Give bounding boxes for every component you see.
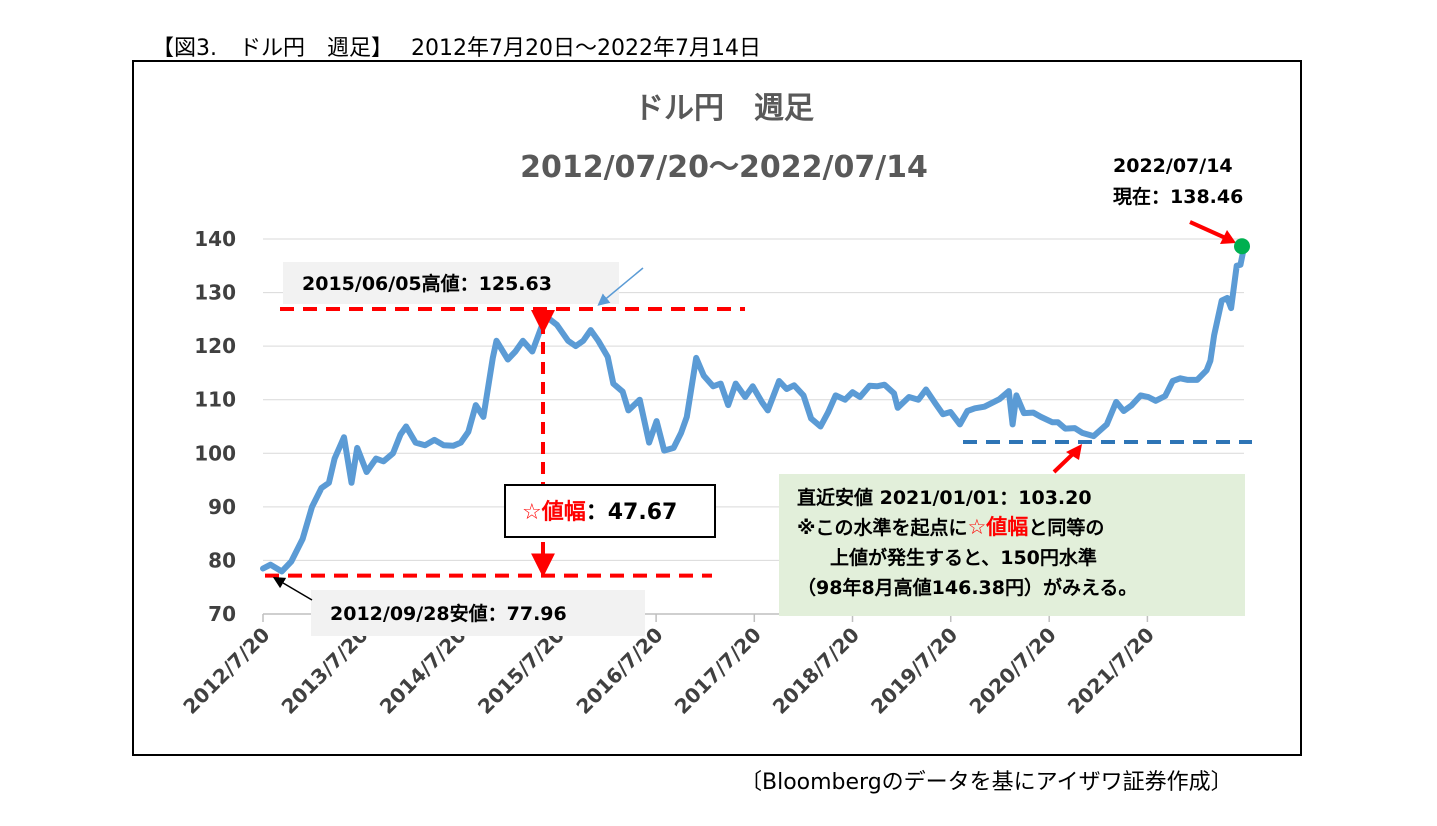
note-line-3: 上値が発生すると、150円水準	[830, 546, 1097, 569]
current-pointer-arrow	[1189, 220, 1231, 242]
x-tick-label: 2019/7/20	[866, 623, 962, 719]
figure-caption: 【図3. ドル円 週足】 2012年7月20日～2022年7月14日	[152, 36, 761, 61]
current-pointer-head	[1220, 230, 1236, 244]
note-line-1: 直近安値 2021/01/01：103.20	[797, 486, 1092, 509]
low-label-box	[311, 590, 645, 636]
x-tick-label: 2016/7/20	[571, 623, 667, 719]
range-label-box	[504, 484, 716, 538]
low-pointer-arrow	[272, 576, 313, 601]
x-tick-label: 2020/7/20	[965, 623, 1061, 719]
x-tick-label: 2021/7/20	[1063, 623, 1159, 719]
high-pointer-arrow	[597, 267, 644, 306]
x-tick-label: 2012/7/20	[178, 623, 274, 719]
note-line-2: ※この水準を起点に☆値幅と同等の	[797, 515, 1104, 539]
chart-frame	[132, 60, 1302, 756]
current-value-label: 現在：138.46	[1113, 185, 1243, 208]
low-label: 2012/09/28安値：77.96	[330, 602, 567, 625]
x-tick-label: 2013/7/20	[277, 623, 373, 719]
source-note: 〔Bloombergのデータを基にアイザワ証券作成〕	[740, 770, 1233, 795]
y-tick-label: 80	[208, 548, 236, 572]
y-tick-label: 110	[194, 388, 236, 412]
range-label: ☆値幅：47.67	[522, 500, 677, 525]
note-line-4: （98年8月高値146.38円）がみえる。	[797, 576, 1137, 599]
x-tick-label: 2018/7/20	[768, 623, 864, 719]
x-tick-label: 2017/7/20	[670, 623, 766, 719]
y-axis-ticks: 70 80 90 100 110 120 130 140	[194, 227, 236, 626]
high-label-box	[283, 262, 619, 304]
y-tick-label: 140	[194, 227, 236, 251]
y-tick-label: 120	[194, 334, 236, 358]
current-date-label: 2022/07/14	[1113, 155, 1233, 177]
chart-title: ドル円 週足	[634, 91, 814, 126]
x-tick-label: 2014/7/20	[375, 623, 471, 719]
y-tick-label: 100	[194, 441, 236, 465]
chart-subtitle: 2012/07/20～2022/07/14	[520, 150, 928, 185]
y-tick-label: 90	[208, 495, 236, 519]
y-tick-label: 130	[194, 281, 236, 305]
x-tick-label: 2015/7/20	[473, 623, 569, 719]
usdjpy-series-line	[260, 244, 1247, 575]
high-label: 2015/06/05高値：125.63	[302, 272, 552, 295]
y-tick-label: 70	[208, 602, 236, 626]
recent-low-note-box	[779, 474, 1245, 616]
recent-low-pointer-head	[1066, 444, 1082, 460]
current-point-marker	[1234, 238, 1250, 255]
